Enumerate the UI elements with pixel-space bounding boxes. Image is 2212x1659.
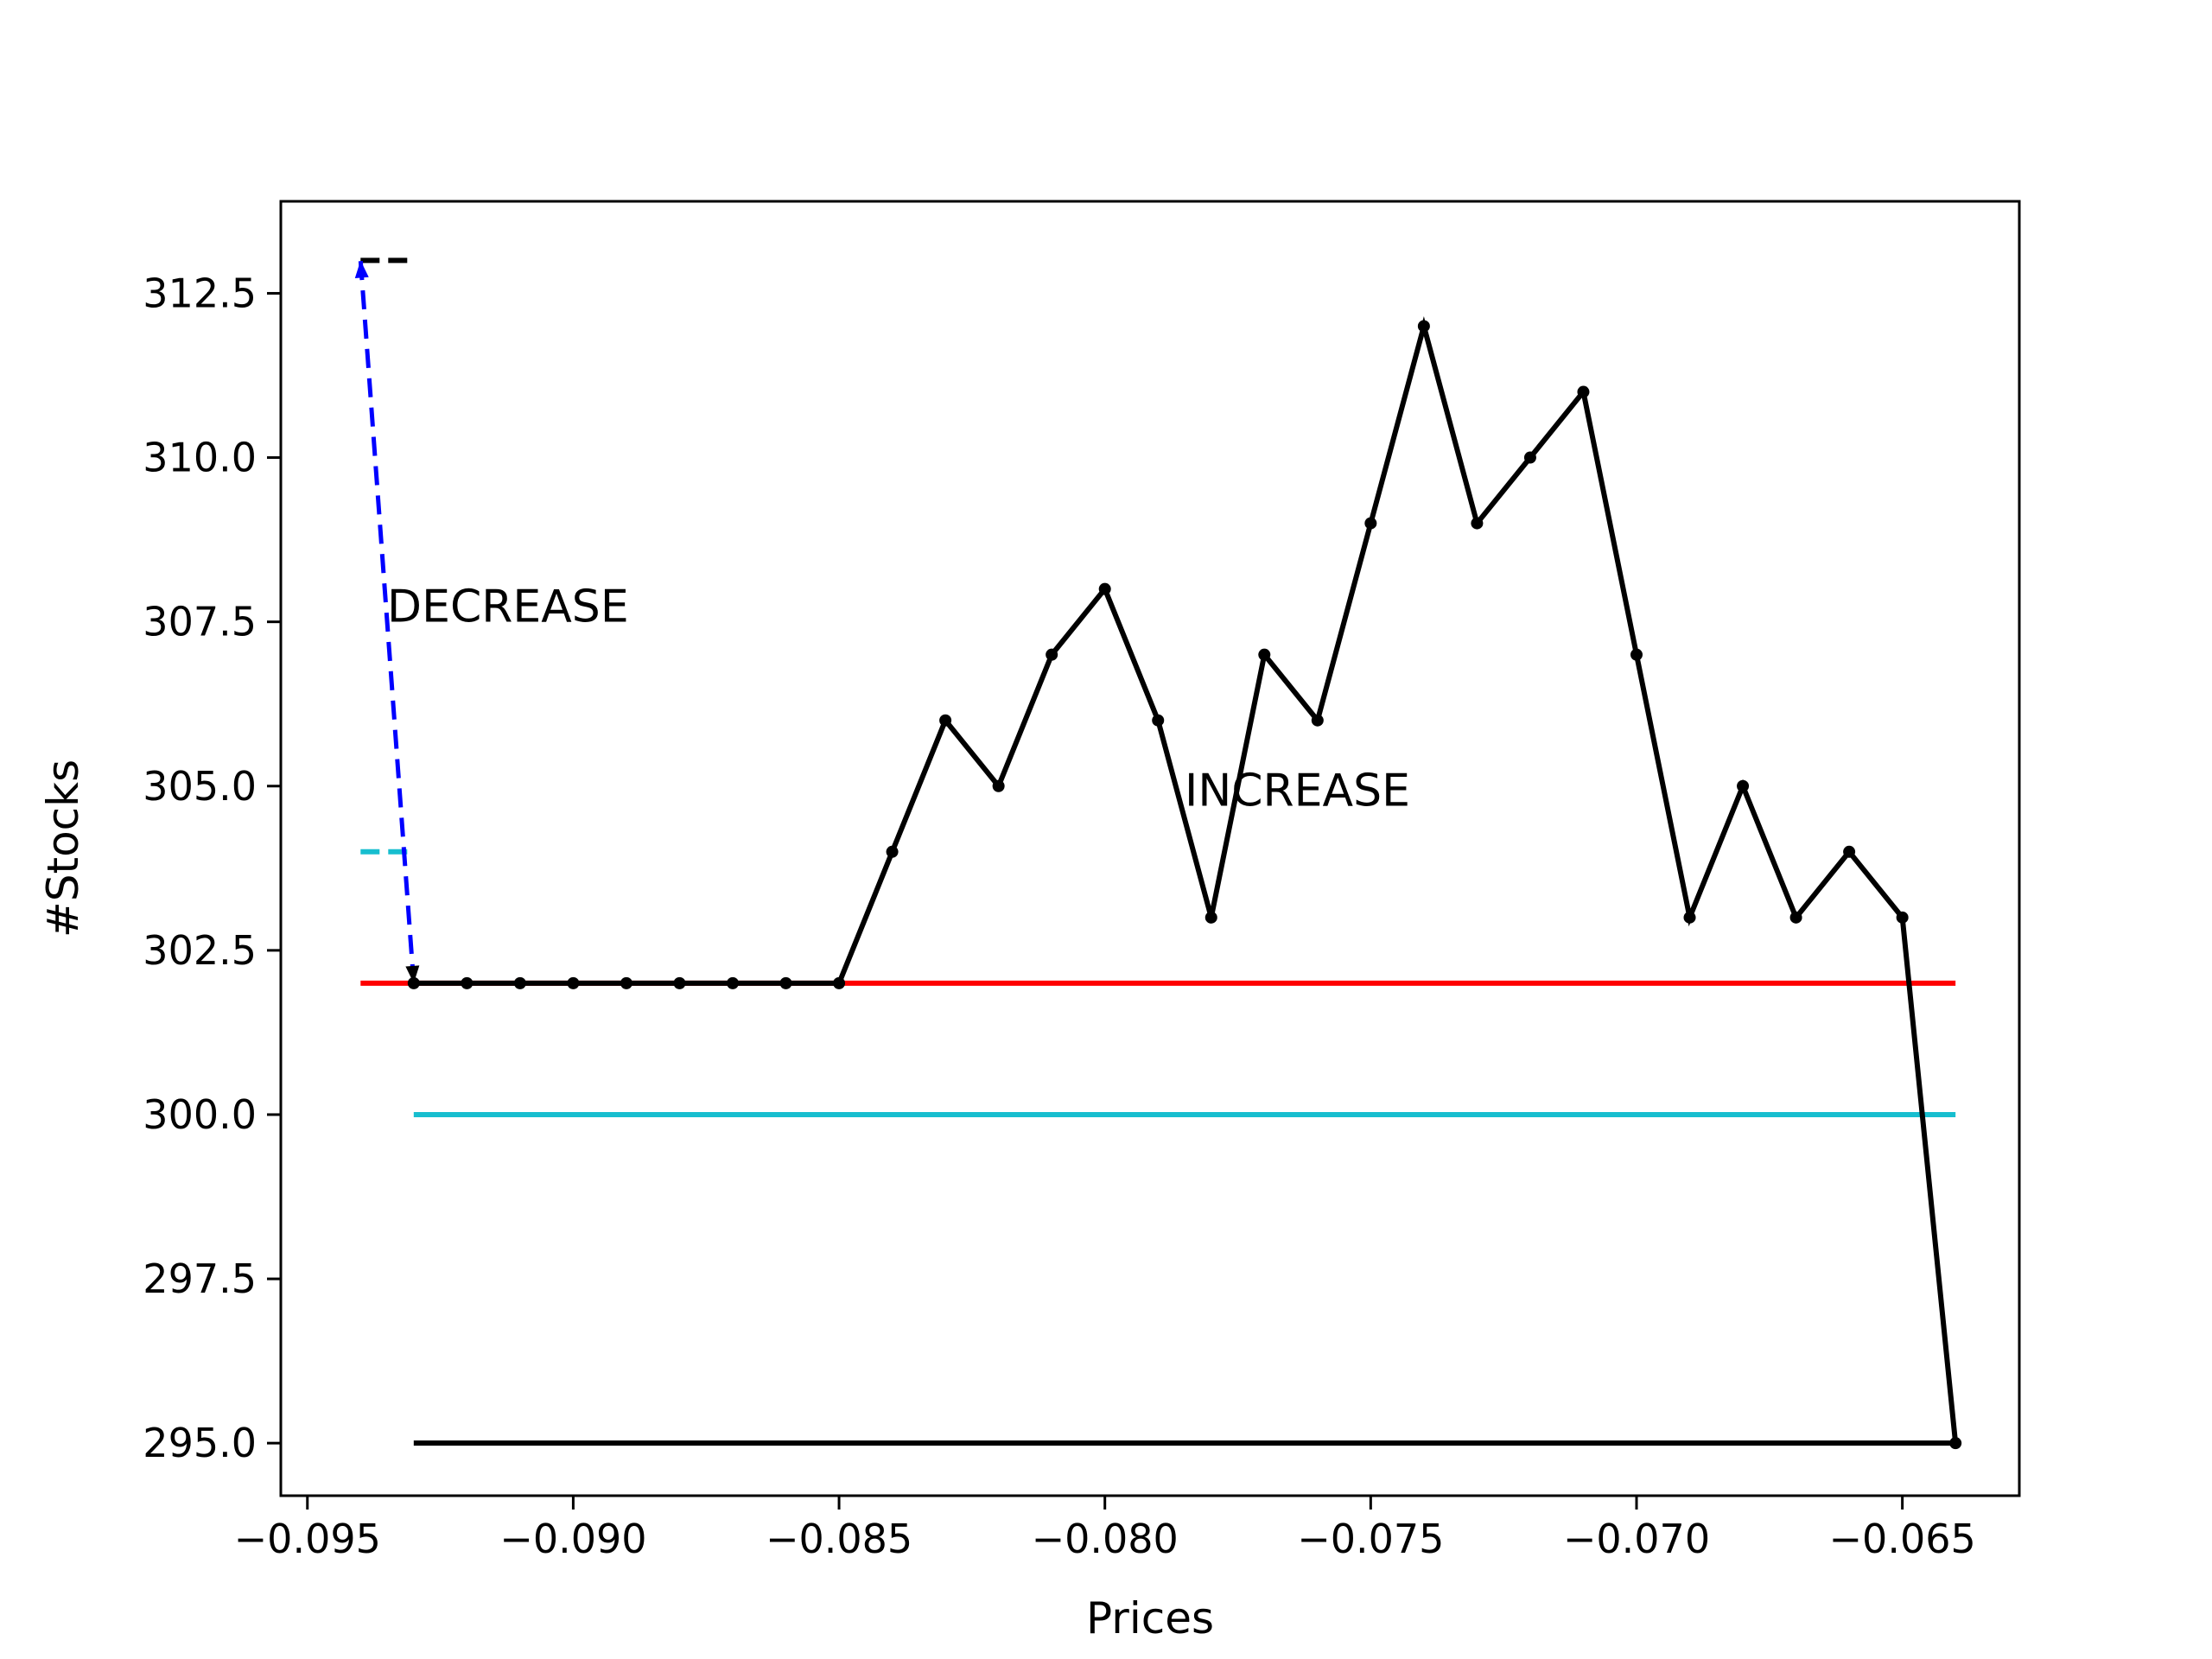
y-tick-label: 302.5 [143, 927, 257, 974]
data-point [1630, 648, 1643, 661]
data-point [1098, 582, 1111, 595]
x-tick-label: −0.080 [1032, 1516, 1179, 1562]
data-point [461, 976, 474, 989]
data-point [1789, 911, 1802, 924]
data-point [726, 976, 739, 989]
data-point [1417, 320, 1430, 333]
data-point [886, 845, 899, 858]
data-point [1364, 517, 1377, 530]
data-point [939, 714, 952, 727]
x-tick-label: −0.065 [1829, 1516, 1976, 1562]
y-tick-label: 295.0 [143, 1420, 257, 1466]
x-tick-label: −0.090 [499, 1516, 646, 1562]
x-axis-label: Prices [1086, 1593, 1214, 1643]
data-point [1737, 779, 1750, 792]
annotation-increase: INCREASE [1185, 766, 1410, 817]
data-point [779, 976, 792, 989]
data-point [1311, 714, 1324, 727]
data-point [407, 976, 420, 989]
annotation-decrease: DECREASE [387, 582, 629, 633]
arrow-line [358, 260, 416, 984]
y-axis-label: #Stocks [38, 760, 88, 938]
plot-frame [279, 200, 2021, 1497]
y-tick-label: 312.5 [143, 270, 257, 316]
data-point [1471, 517, 1484, 530]
data-point [567, 976, 580, 989]
arrow-head-start [405, 965, 420, 983]
data-point [513, 976, 526, 989]
data-point [1152, 714, 1165, 727]
data-point [1896, 911, 1909, 924]
data-point [1205, 911, 1217, 924]
series-line-0 [413, 315, 1959, 1444]
data-point [1949, 1437, 1962, 1450]
data-point [1523, 451, 1536, 464]
data-point [1577, 385, 1590, 398]
y-tick-label: 310.0 [143, 435, 257, 481]
data-point [673, 976, 686, 989]
data-point [833, 976, 846, 989]
arrow-head-end [354, 260, 369, 278]
x-tick-label: −0.070 [1563, 1516, 1710, 1562]
y-tick-label: 300.0 [143, 1091, 257, 1138]
y-tick-label: 307.5 [143, 599, 257, 645]
data-point [620, 976, 632, 989]
data-point [1843, 845, 1856, 858]
y-tick-label: 305.0 [143, 763, 257, 810]
y-tick-label: 297.5 [143, 1255, 257, 1302]
data-point [1258, 648, 1271, 661]
x-tick-label: −0.075 [1297, 1516, 1444, 1562]
data-point [992, 779, 1005, 792]
x-tick-label: −0.095 [234, 1516, 381, 1562]
x-tick-label: −0.085 [766, 1516, 912, 1562]
data-point [1683, 911, 1696, 924]
data-point [1046, 648, 1058, 661]
